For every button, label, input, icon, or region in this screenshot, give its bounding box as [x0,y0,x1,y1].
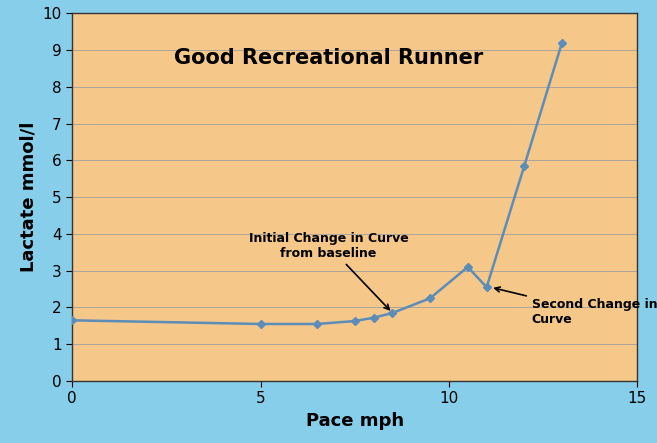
Text: Second Change in
Curve: Second Change in Curve [495,287,657,326]
Text: Initial Change in Curve
from baseline: Initial Change in Curve from baseline [248,232,408,310]
X-axis label: Pace mph: Pace mph [306,412,404,430]
Text: Good Recreational Runner: Good Recreational Runner [174,48,484,68]
Y-axis label: Lactate mmol/l: Lactate mmol/l [19,122,37,272]
